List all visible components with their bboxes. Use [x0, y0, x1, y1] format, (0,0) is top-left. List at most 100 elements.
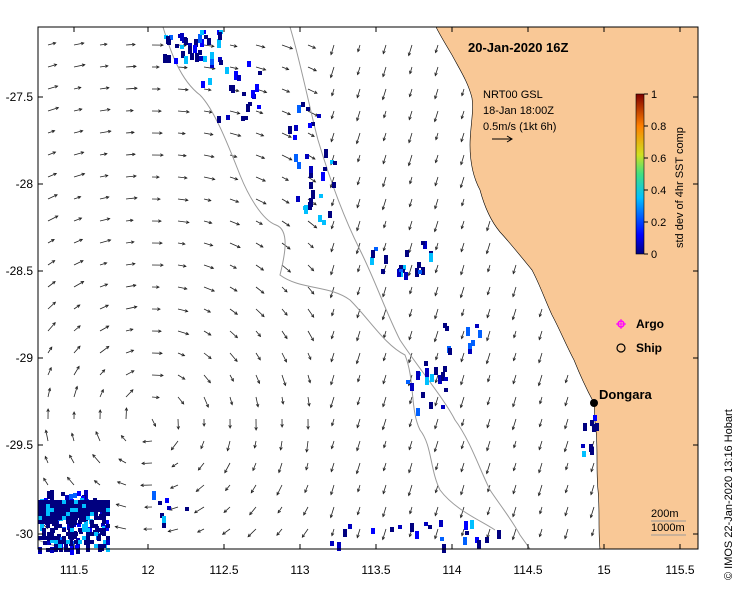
sst-pixel — [86, 504, 90, 508]
sst-pixel — [333, 161, 337, 165]
sst-pixel — [237, 75, 241, 81]
sst-pixel — [589, 444, 593, 452]
current-arrow — [330, 242, 335, 252]
current-arrow — [203, 44, 214, 47]
current-arrow-head — [486, 447, 490, 452]
current-arrow-head — [234, 358, 238, 363]
x-tick-label: 12 — [141, 563, 155, 577]
current-arrow — [229, 374, 234, 382]
current-arrow-head — [434, 379, 438, 384]
current-arrow — [203, 374, 211, 383]
sst-pixel — [43, 541, 47, 545]
current-arrow — [277, 506, 283, 514]
current-arrow — [203, 242, 213, 246]
current-arrow — [512, 418, 517, 430]
current-arrow-head — [185, 331, 190, 336]
current-arrow — [461, 110, 465, 119]
sst-pixel — [94, 516, 98, 520]
current-arrow-head — [313, 68, 318, 72]
current-arrow — [73, 281, 84, 288]
sst-pixel — [309, 173, 313, 178]
current-arrow-head — [283, 382, 287, 387]
current-arrow-head — [512, 490, 516, 495]
current-arrow-head — [100, 388, 104, 393]
sst-pixel — [97, 534, 101, 541]
current-arrow — [203, 264, 214, 269]
current-arrow-head — [409, 180, 413, 185]
sst-pixel — [90, 540, 94, 544]
current-arrow-head — [276, 491, 280, 496]
current-arrow-head — [234, 334, 239, 339]
sst-pixel — [293, 135, 297, 140]
current-arrow — [276, 528, 283, 536]
current-arrow — [307, 264, 314, 271]
current-arrow — [281, 66, 289, 70]
sst-pixel — [306, 107, 310, 111]
sst-pixel — [106, 500, 110, 504]
current-arrow-head — [52, 280, 56, 285]
current-arrow-head — [408, 203, 412, 208]
current-arrow-head — [460, 335, 464, 340]
current-arrow-head — [259, 244, 264, 248]
sst-pixel — [90, 508, 94, 512]
current-arrow-head — [356, 204, 360, 209]
current-arrow-head — [260, 313, 265, 318]
sst-pixel — [42, 504, 46, 508]
current-arrow — [435, 352, 439, 360]
current-arrow — [434, 330, 439, 342]
isobath-200m-line — [162, 26, 496, 531]
x-tick-label: 15 — [597, 563, 611, 577]
sst-pixel — [332, 182, 336, 188]
current-arrow — [276, 484, 283, 496]
current-arrow-head — [182, 131, 186, 136]
current-arrow-head — [76, 365, 80, 370]
current-arrow — [73, 366, 80, 376]
current-arrow-head — [408, 469, 412, 474]
current-arrow-head — [46, 408, 50, 412]
current-arrow — [408, 352, 413, 363]
sst-pixel — [78, 540, 82, 544]
current-arrow-head — [487, 268, 491, 273]
current-arrow-head — [207, 332, 212, 336]
sst-pixel — [308, 123, 312, 128]
current-arrow — [356, 330, 361, 341]
current-arrow-head — [287, 269, 292, 273]
current-arrow-head — [106, 217, 111, 221]
current-arrow — [99, 283, 108, 288]
current-arrow — [125, 65, 137, 68]
sst-pixel — [42, 520, 46, 524]
current-arrow — [356, 198, 361, 208]
current-arrow-head — [460, 115, 464, 120]
x-axis: 111.5 12 112.5 113 113.5 114 114.5 15 115.5 — [60, 27, 695, 577]
current-arrow-head — [564, 535, 568, 540]
current-arrow-head — [184, 198, 189, 202]
current-arrow — [382, 176, 387, 187]
current-arrow — [249, 506, 257, 515]
current-arrow — [224, 462, 231, 473]
current-arrow-head — [259, 110, 264, 115]
current-arrow-head — [160, 263, 164, 267]
current-arrow-head — [262, 67, 267, 71]
sst-pixel — [208, 78, 212, 85]
current-arrow-head — [159, 131, 163, 135]
current-arrow — [307, 154, 316, 160]
current-arrow-head — [589, 514, 594, 519]
sst-pixel — [322, 220, 326, 225]
current-arrow-head — [180, 400, 185, 405]
current-arrow — [203, 132, 213, 136]
current-arrow — [435, 242, 439, 250]
sst-pixel — [303, 206, 307, 210]
current-arrow-head — [355, 140, 360, 145]
current-arrow-head — [124, 407, 129, 411]
current-arrow — [487, 286, 491, 295]
current-arrow-head — [103, 262, 108, 266]
current-arrow-head — [286, 223, 291, 227]
sst-pixel — [174, 58, 178, 64]
sst-pixel — [46, 548, 50, 552]
current-arrow-head — [382, 247, 386, 252]
sst-pixel — [46, 512, 50, 516]
current-arrow — [487, 506, 491, 515]
current-arrow-head — [74, 385, 79, 390]
current-arrow — [125, 349, 134, 354]
current-arrow-head — [538, 533, 542, 538]
